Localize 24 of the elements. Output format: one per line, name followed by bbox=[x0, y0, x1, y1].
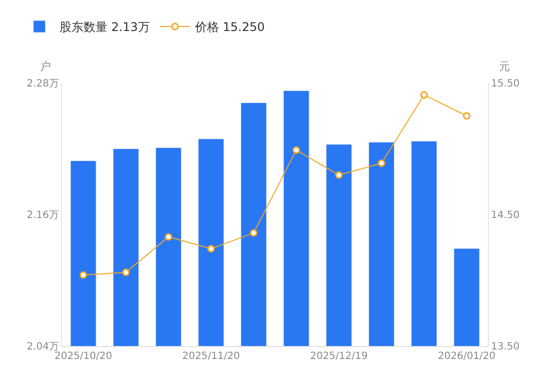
point bbox=[292, 146, 300, 154]
point bbox=[164, 233, 172, 241]
y2-axis-title: 元 bbox=[499, 60, 510, 73]
point bbox=[335, 171, 343, 179]
y2-tick-label: 15.50 bbox=[491, 78, 520, 90]
y-axis-title: 户 bbox=[40, 60, 51, 73]
x-tick-label: 2026/01/20 bbox=[438, 351, 496, 362]
point bbox=[122, 268, 130, 276]
legend-label: 股东数量 2.13万 bbox=[59, 20, 150, 34]
y-tick-label: 2.16万 bbox=[26, 210, 59, 221]
x-tick-label: 2025/11/20 bbox=[182, 351, 240, 362]
y-tick-label: 2.04万 bbox=[26, 342, 59, 352]
y-tick-label: 2.28万 bbox=[26, 78, 59, 90]
point bbox=[207, 244, 215, 252]
point bbox=[250, 229, 258, 237]
point bbox=[378, 159, 386, 167]
point bbox=[420, 91, 428, 99]
x-tick-label: 2025/12/19 bbox=[310, 351, 368, 362]
point bbox=[462, 112, 470, 120]
x-tick-label: 2025/10/20 bbox=[54, 351, 112, 362]
point bbox=[80, 271, 88, 279]
legend-label: 价格 15.250 bbox=[194, 20, 265, 34]
y2-tick-label: 14.50 bbox=[491, 210, 520, 221]
y2-tick-label: 13.50 bbox=[491, 342, 520, 352]
